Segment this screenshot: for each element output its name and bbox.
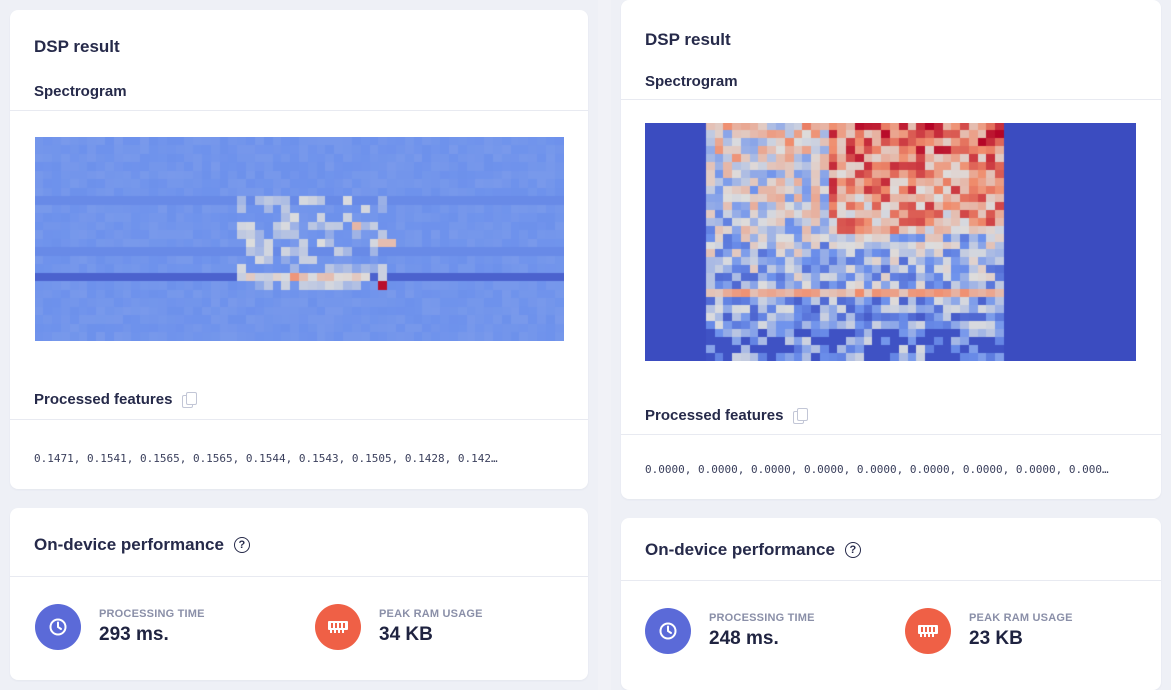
processed-features-values: 0.0000, 0.0000, 0.0000, 0.0000, 0.0000, … (645, 463, 1109, 476)
performance-heading: On-device performance ? (645, 540, 861, 560)
dsp-result-card: DSP result Spectrogram Processed feature… (621, 0, 1161, 499)
copy-icon[interactable] (793, 407, 809, 424)
performance-title: On-device performance (34, 535, 224, 554)
divider (10, 576, 588, 577)
peak-ram-metric: PEAK RAM USAGE 23 KB (905, 608, 1073, 654)
help-icon[interactable]: ? (233, 537, 250, 553)
performance-card: On-device performance ? PROCESSING TIME … (621, 518, 1161, 690)
help-icon[interactable]: ? (844, 542, 861, 558)
processed-features-heading: Processed features (34, 391, 198, 408)
peak-ram-metric: PEAK RAM USAGE 34 KB (315, 604, 483, 650)
peak-ram-value: 34 KB (379, 624, 433, 645)
spectrogram-label: Spectrogram (645, 73, 738, 90)
clock-icon (35, 604, 81, 650)
memory-chip-icon (905, 608, 951, 654)
spectrogram-label: Spectrogram (34, 83, 127, 100)
processing-time-label: PROCESSING TIME (709, 612, 815, 624)
processing-time-value: 248 ms. (709, 628, 779, 649)
dsp-result-card: DSP result Spectrogram Processed feature… (10, 10, 588, 489)
clock-icon (645, 608, 691, 654)
processed-features-heading: Processed features (645, 407, 809, 424)
dsp-result-title: DSP result (645, 30, 731, 49)
dsp-result-title: DSP result (34, 37, 120, 56)
peak-ram-value: 23 KB (969, 628, 1023, 649)
divider (621, 99, 1161, 100)
performance-heading: On-device performance ? (34, 535, 250, 555)
processed-features-label: Processed features (645, 407, 784, 424)
divider (10, 419, 588, 420)
peak-ram-label: PEAK RAM USAGE (379, 608, 483, 620)
processing-time-label: PROCESSING TIME (99, 608, 205, 620)
spectrogram-image (35, 137, 564, 341)
peak-ram-label: PEAK RAM USAGE (969, 612, 1073, 624)
processing-time-value: 293 ms. (99, 624, 169, 645)
copy-icon[interactable] (182, 391, 198, 408)
divider (621, 434, 1161, 435)
memory-chip-icon (315, 604, 361, 650)
performance-title: On-device performance (645, 540, 835, 559)
performance-card: On-device performance ? PROCESSING TIME … (10, 508, 588, 680)
spectrogram-image (645, 123, 1136, 361)
left-panel: DSP result Spectrogram Processed feature… (10, 10, 588, 680)
right-panel: DSP result Spectrogram Processed feature… (611, 0, 1171, 690)
peak-ram-text: PEAK RAM USAGE 34 KB (379, 608, 483, 646)
processing-time-text: PROCESSING TIME 248 ms. (709, 612, 815, 650)
processing-time-metric: PROCESSING TIME 293 ms. (35, 604, 205, 650)
processed-features-values: 0.1471, 0.1541, 0.1565, 0.1565, 0.1544, … (34, 452, 498, 465)
divider (621, 580, 1161, 581)
peak-ram-text: PEAK RAM USAGE 23 KB (969, 612, 1073, 650)
processed-features-label: Processed features (34, 391, 173, 408)
divider (10, 110, 588, 111)
processing-time-text: PROCESSING TIME 293 ms. (99, 608, 205, 646)
processing-time-metric: PROCESSING TIME 248 ms. (645, 608, 815, 654)
